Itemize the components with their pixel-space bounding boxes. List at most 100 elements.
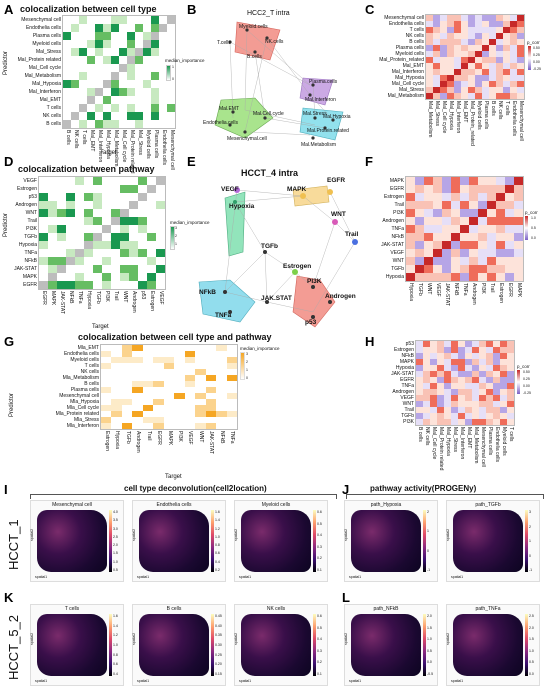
heatmap-cell	[461, 87, 469, 94]
heatmap-cell	[489, 15, 497, 22]
heatmap-cell	[216, 369, 227, 376]
heatmap-cell	[454, 69, 462, 76]
heatmap-cell	[430, 389, 438, 396]
heatmap-row-label: PI3K	[403, 418, 414, 425]
heatmap-cell	[39, 265, 49, 274]
heatmap-cell	[496, 185, 506, 194]
heatmap-cell	[147, 209, 157, 218]
heatmap-row-label: MAPK	[22, 273, 37, 280]
heatmap-cell	[205, 399, 217, 406]
heatmap-cell	[147, 177, 157, 186]
node-myeloid	[245, 28, 249, 32]
heatmap-cell	[71, 72, 80, 81]
heatmap-cell	[127, 104, 136, 113]
node-label-stress: Mal.Stress	[303, 111, 327, 117]
heatmap-cell	[496, 273, 506, 282]
heatmap-cell	[447, 15, 455, 22]
heatmap-cell	[119, 104, 128, 113]
heatmap-cell	[458, 383, 466, 390]
heatmap-cell	[461, 93, 469, 100]
panel-e: E HCCT_4 intra VEGF MAPK EGFR Hypoxia WN…	[185, 152, 365, 332]
heatmap-cell	[120, 241, 130, 250]
heatmap-cell	[451, 193, 461, 202]
heatmap-cell	[93, 201, 103, 210]
heatmap-cell	[167, 88, 176, 97]
heatmap-cell	[500, 383, 508, 390]
heatmap-cell	[487, 241, 497, 250]
heatmap-cell	[138, 265, 148, 274]
heatmap-cell	[447, 69, 455, 76]
heatmap-cell	[84, 241, 94, 250]
heatmap-cell	[132, 405, 144, 412]
heatmap-cell	[111, 381, 123, 388]
colorbar-tick: 0.2	[215, 568, 220, 572]
heatmap-cell	[75, 193, 85, 202]
colorbar	[211, 510, 214, 572]
heatmap-cell	[48, 273, 58, 282]
heatmap-cell	[87, 16, 96, 25]
heatmap-cell	[469, 233, 479, 242]
heatmap-cell	[489, 21, 497, 28]
tissue-map	[351, 510, 421, 572]
heatmap-cell	[147, 217, 157, 226]
heatmap-cell	[159, 56, 168, 65]
panel-f: F MAPK EGFR Estrogen Trail PI3K Androgen TNFa N…	[365, 152, 550, 332]
heatmap-cell	[458, 365, 466, 372]
heatmap-cell	[127, 88, 136, 97]
heatmap-row-label: WNT	[402, 400, 414, 407]
colorbar-tick: 0.8	[215, 543, 220, 548]
heatmap-cell	[163, 399, 175, 406]
heatmap-cell	[48, 249, 58, 258]
heatmap-cell	[121, 369, 133, 376]
heatmap-cell	[216, 357, 227, 364]
spatial-plot: path_TNFa 2.5 2.0 1.5 1.0 0.5 0.0 spatial1 spati…	[446, 604, 540, 686]
node-bcells	[253, 50, 257, 54]
heatmap-cell	[496, 33, 504, 40]
heatmap-cell	[437, 365, 445, 372]
colorbar-tick: 0.35	[215, 633, 222, 638]
heatmap-col-label: MAPK	[166, 431, 173, 446]
heatmap-cell	[460, 185, 470, 194]
heatmap-cell	[111, 257, 121, 266]
colorbar-tick: 0.6	[215, 551, 220, 556]
heatmap-cell	[514, 265, 524, 274]
heatmap-cell	[111, 249, 121, 258]
heatmap-cell	[458, 347, 466, 354]
heatmap-cell	[143, 32, 152, 41]
heatmap-cell	[102, 233, 112, 242]
heatmap-cell	[472, 395, 480, 402]
heatmap-cell	[423, 347, 431, 354]
heatmap-cell	[416, 377, 424, 384]
node-label-p53: p53	[305, 319, 317, 326]
heatmap-cell	[469, 217, 479, 226]
heatmap-cell	[111, 399, 123, 406]
heatmap-cell	[159, 96, 168, 105]
heatmap-cell	[121, 357, 133, 364]
heatmap-cell	[454, 81, 462, 88]
spatial-axis-y: spatial2	[30, 528, 34, 541]
heatmap-cell	[129, 241, 139, 250]
heatmap-cell	[469, 249, 479, 258]
heatmap-cell	[487, 177, 497, 186]
colorbar-tick: 0.5	[317, 521, 322, 526]
heatmap-cell	[451, 265, 461, 274]
heatmap-cell	[517, 45, 525, 52]
heatmap-cell	[433, 39, 441, 46]
heatmap-cell	[120, 201, 130, 210]
heatmap-row-label: Mal_EMT	[402, 62, 424, 69]
heatmap-cell	[95, 40, 104, 49]
heatmap-cell	[195, 375, 206, 382]
heatmap-cell	[426, 15, 434, 22]
heatmap-cell	[447, 63, 455, 70]
panel-h-legend-tick-1: 0.25	[523, 377, 530, 381]
heatmap-cell	[487, 201, 497, 210]
spatial-plot: Mesenchymal cell 4.0 3.5 3.0 2.5 2.0 1.5 1.0 0.5…	[30, 500, 124, 582]
heatmap-cell	[71, 112, 80, 121]
heatmap-cell	[482, 75, 490, 82]
heatmap-cell	[147, 257, 157, 266]
heatmap-cell	[143, 112, 152, 121]
panel-g-legend-tick-3: 0	[246, 376, 248, 380]
heatmap-cell	[163, 357, 175, 364]
heatmap-cell	[75, 177, 85, 186]
colorbar-tick: 1.4	[215, 518, 220, 523]
